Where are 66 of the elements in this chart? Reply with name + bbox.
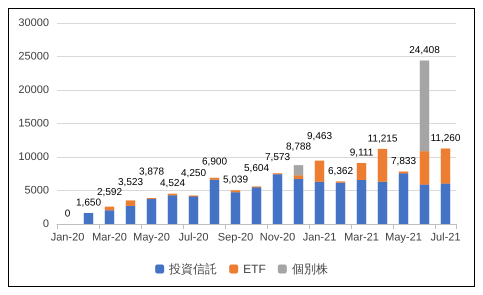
total-label: 7,833	[390, 156, 416, 168]
x-tick-label: Jan-20	[50, 232, 84, 244]
total-label: 4,250	[180, 168, 206, 180]
bar	[126, 206, 136, 224]
bar	[440, 184, 450, 224]
bar	[336, 182, 346, 224]
total-label: 5,604	[244, 162, 270, 174]
bar	[314, 160, 324, 182]
y-tick-label: 0	[42, 218, 49, 230]
total-label: 11,215	[368, 133, 398, 144]
bar	[378, 182, 388, 224]
bar	[420, 184, 430, 224]
x-tick-label: Sep-20	[218, 232, 254, 244]
total-label: 9,111	[350, 147, 374, 158]
y-tick-label: 15000	[18, 118, 49, 130]
total-label: 6,900	[202, 156, 228, 168]
legend-label: ETF	[243, 262, 266, 276]
bar	[188, 196, 198, 224]
y-tick-label: 5000	[24, 184, 49, 196]
x-tick-label: Jul-20	[178, 232, 208, 244]
legend-label: 投資信託	[168, 262, 218, 276]
y-tick-label: 25000	[18, 50, 49, 62]
total-label: 5,039	[222, 174, 248, 186]
bar	[314, 182, 324, 224]
total-label: 9,463	[306, 131, 332, 142]
bar	[420, 60, 430, 152]
x-tick-label: Jan-21	[302, 232, 336, 244]
bar	[378, 148, 388, 182]
y-tick-label: 30000	[18, 17, 49, 29]
x-tick-label: May-20	[133, 232, 170, 244]
y-tick-label: 10000	[18, 151, 49, 163]
x-tick-label: Jul-21	[430, 232, 460, 244]
bar	[126, 200, 136, 206]
total-label: 0	[64, 208, 71, 220]
bar	[146, 199, 156, 224]
bar	[168, 195, 178, 224]
legend-label: 個別株	[292, 262, 328, 276]
total-label: 4,524	[160, 178, 186, 190]
y-tick-label: 20000	[18, 84, 49, 96]
total-label: 3,523	[118, 176, 144, 188]
bar	[84, 212, 94, 224]
bar	[398, 173, 408, 224]
x-tick-label: May-21	[385, 232, 422, 244]
bar	[294, 165, 304, 176]
x-tick-label: Mar-20	[92, 232, 127, 244]
bar	[440, 148, 450, 184]
total-label: 11,260	[430, 133, 461, 144]
bar	[230, 192, 240, 224]
bar	[420, 151, 430, 185]
total-label: 7,573	[264, 152, 290, 163]
total-label: 6,362	[328, 166, 354, 177]
total-label: 2,592	[96, 187, 122, 198]
bar	[272, 174, 282, 224]
bar	[356, 162, 366, 180]
total-label: 8,788	[286, 142, 312, 153]
total-label: 1,650	[76, 197, 102, 208]
bar	[210, 180, 220, 224]
bar	[104, 206, 114, 210]
bar	[252, 187, 262, 224]
bar	[104, 210, 114, 224]
total-label: 24,408	[409, 44, 440, 56]
x-tick-label: Nov-20	[260, 232, 296, 244]
bar	[294, 179, 304, 224]
total-label: 3,878	[138, 166, 164, 178]
bar	[356, 180, 366, 224]
x-tick-label: Mar-21	[344, 232, 379, 244]
